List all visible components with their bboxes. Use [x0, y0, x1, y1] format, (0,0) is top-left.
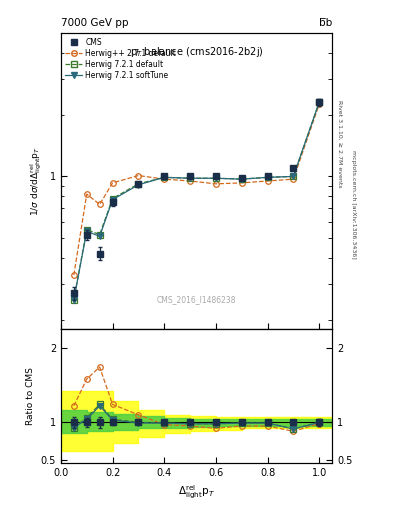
Text: b̅b: b̅b [319, 18, 332, 28]
Legend: CMS, Herwig++ 2.7.1 default, Herwig 7.2.1 default, Herwig 7.2.1 softTune: CMS, Herwig++ 2.7.1 default, Herwig 7.2.… [63, 35, 178, 82]
Y-axis label: 1/$\sigma$ d$\sigma$/d$\Delta^{\rm rel}_{\rm light}$p$_T$: 1/$\sigma$ d$\sigma$/d$\Delta^{\rm rel}_… [29, 146, 44, 216]
X-axis label: $\Delta^{\rm rel}_{\rm light}$p$_T$: $\Delta^{\rm rel}_{\rm light}$p$_T$ [178, 484, 215, 501]
Text: CMS_2016_I1486238: CMS_2016_I1486238 [157, 295, 236, 304]
Y-axis label: Ratio to CMS: Ratio to CMS [26, 367, 35, 425]
Text: mcplots.cern.ch [arXiv:1306.3436]: mcplots.cern.ch [arXiv:1306.3436] [351, 151, 356, 259]
Text: 7000 GeV pp: 7000 GeV pp [61, 18, 129, 28]
Text: p$_T$ balance (cms2016-2b2j): p$_T$ balance (cms2016-2b2j) [130, 45, 263, 59]
Text: Rivet 3.1.10, ≥ 2.7M events: Rivet 3.1.10, ≥ 2.7M events [337, 99, 342, 187]
